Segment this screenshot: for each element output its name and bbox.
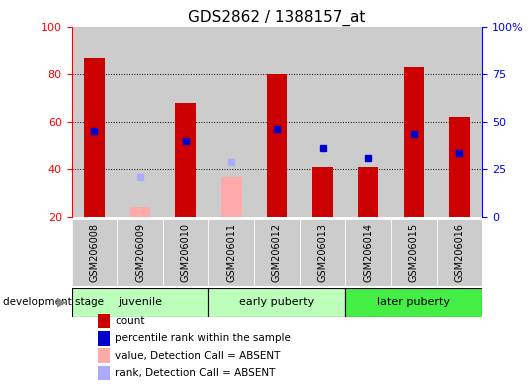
Bar <box>391 27 437 217</box>
Text: count: count <box>115 316 145 326</box>
Bar <box>163 219 208 286</box>
Bar <box>403 67 424 217</box>
Bar <box>72 27 117 217</box>
Bar <box>267 74 287 217</box>
Bar <box>300 27 346 217</box>
Text: GSM206009: GSM206009 <box>135 223 145 282</box>
Text: value, Detection Call = ABSENT: value, Detection Call = ABSENT <box>115 351 280 361</box>
Bar <box>163 27 208 217</box>
Title: GDS2862 / 1388157_at: GDS2862 / 1388157_at <box>188 9 366 25</box>
Bar <box>391 219 437 286</box>
Text: GSM206015: GSM206015 <box>409 223 419 282</box>
Bar <box>208 288 346 317</box>
Bar <box>130 207 151 217</box>
Bar <box>72 288 208 317</box>
Text: rank, Detection Call = ABSENT: rank, Detection Call = ABSENT <box>115 368 276 378</box>
Text: GSM206016: GSM206016 <box>455 223 464 282</box>
Bar <box>72 219 117 286</box>
Bar <box>84 58 104 217</box>
Text: early puberty: early puberty <box>240 297 314 308</box>
Bar <box>300 219 346 286</box>
Text: percentile rank within the sample: percentile rank within the sample <box>115 333 291 343</box>
Bar <box>449 117 470 217</box>
Bar <box>175 103 196 217</box>
Bar <box>312 167 333 217</box>
Bar <box>358 167 378 217</box>
Bar <box>208 219 254 286</box>
Bar <box>437 27 482 217</box>
Text: GSM206014: GSM206014 <box>363 223 373 282</box>
Bar <box>254 219 300 286</box>
Bar <box>117 27 163 217</box>
Bar <box>254 27 300 217</box>
Text: GSM206010: GSM206010 <box>181 223 191 282</box>
Bar <box>437 219 482 286</box>
Bar <box>346 27 391 217</box>
Text: juvenile: juvenile <box>118 297 162 308</box>
Bar <box>221 177 242 217</box>
Text: development stage: development stage <box>3 297 104 308</box>
Text: later puberty: later puberty <box>377 297 450 308</box>
Text: GSM206011: GSM206011 <box>226 223 236 282</box>
Text: GSM206008: GSM206008 <box>90 223 99 282</box>
Bar <box>117 219 163 286</box>
Text: GSM206012: GSM206012 <box>272 223 282 282</box>
Bar <box>346 219 391 286</box>
Text: ▶: ▶ <box>57 296 66 309</box>
Bar <box>208 27 254 217</box>
Bar <box>346 288 482 317</box>
Text: GSM206013: GSM206013 <box>317 223 328 282</box>
